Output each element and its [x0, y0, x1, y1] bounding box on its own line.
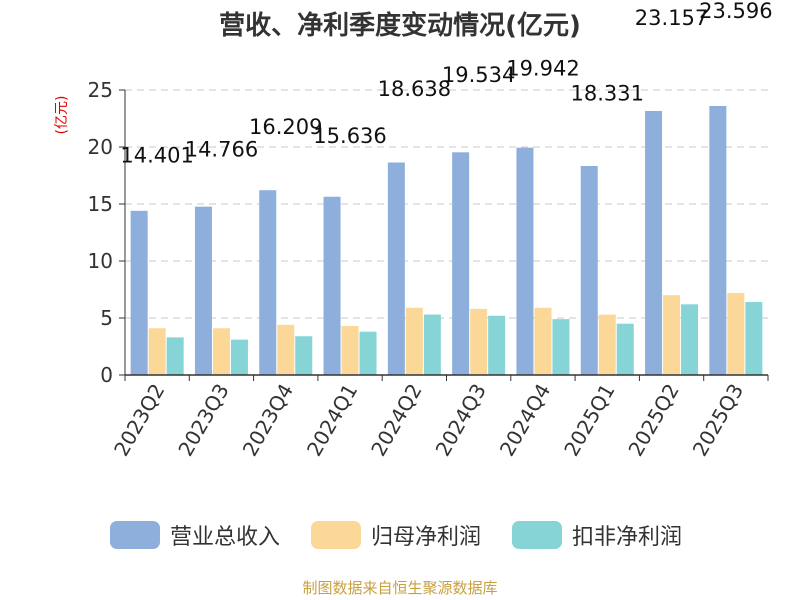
- legend-swatch: [512, 521, 562, 549]
- bar-1-2023Q2: [148, 328, 166, 375]
- data-label: 14.766: [185, 138, 258, 162]
- x-tick-label: 2023Q4: [238, 380, 298, 461]
- y-tick-label: 5: [100, 306, 113, 330]
- bar-0-2024Q2: [387, 162, 405, 375]
- bar-2-2024Q4: [552, 319, 570, 375]
- bar-0-2024Q4: [516, 147, 534, 375]
- bar-1-2025Q2: [663, 295, 681, 375]
- bar-2-2023Q3: [230, 339, 248, 375]
- y-tick-label: 25: [88, 78, 113, 102]
- bar-1-2023Q4: [277, 324, 295, 375]
- data-label: 16.209: [249, 115, 322, 139]
- bar-1-2024Q3: [470, 308, 488, 375]
- y-tick-label: 20: [88, 135, 113, 159]
- bar-2-2025Q3: [745, 302, 763, 375]
- x-tick-label: 2023Q2: [109, 380, 169, 461]
- x-tick-label: 2024Q3: [431, 380, 491, 461]
- legend-item-1[interactable]: 归母净利润: [311, 521, 481, 550]
- y-tick-label: 15: [88, 192, 113, 216]
- x-tick-label: 2024Q1: [302, 380, 362, 461]
- bar-2-2025Q1: [616, 323, 634, 375]
- chart-title: 营收、净利季度变动情况(亿元): [219, 10, 581, 41]
- bar-2-2024Q1: [359, 331, 377, 375]
- legend-swatch: [311, 521, 361, 549]
- bar-0-2025Q1: [580, 166, 598, 375]
- x-tick-label: 2024Q4: [495, 380, 555, 461]
- data-label: 18.331: [571, 82, 644, 106]
- x-tick-label: 2025Q2: [623, 380, 683, 461]
- data-label: 23.596: [699, 0, 772, 23]
- bar-0-2025Q2: [645, 111, 663, 376]
- bar-0-2024Q1: [323, 196, 341, 375]
- y-axis-unit: (亿元): [54, 96, 70, 135]
- bar-2-2024Q3: [488, 315, 506, 375]
- bar-1-2025Q1: [598, 314, 616, 375]
- data-label: 18.638: [378, 77, 451, 101]
- bar-1-2024Q2: [405, 307, 423, 375]
- bar-1-2024Q4: [534, 307, 552, 375]
- data-label: 23.157: [635, 6, 708, 30]
- bar-0-2025Q3: [709, 106, 727, 375]
- bar-0-2023Q3: [194, 206, 212, 375]
- data-label: 19.534: [442, 63, 515, 87]
- gridlines: [125, 89, 768, 319]
- bar-1-2024Q1: [341, 325, 359, 375]
- bar-1-2025Q3: [727, 292, 745, 375]
- bar-2-2024Q2: [423, 314, 441, 375]
- data-label: 15.636: [313, 124, 386, 148]
- legend[interactable]: 营业总收入 归母净利润 扣非净利润: [110, 521, 682, 550]
- x-tick-label: 2025Q1: [559, 380, 619, 461]
- legend-item-2[interactable]: 扣非净利润: [512, 521, 682, 550]
- legend-swatch: [110, 521, 160, 549]
- axes: 0 5 10 15 20 25 2023Q2 2023Q3 2023Q4 2024Q1 2024Q2…: [88, 78, 769, 461]
- bar-0-2024Q3: [452, 152, 470, 375]
- bar-0-2023Q4: [259, 190, 277, 375]
- x-tick-label: 2024Q2: [366, 380, 426, 461]
- y-tick-label: 10: [88, 249, 113, 273]
- y-tick-label: 0: [100, 363, 113, 387]
- source-note: 制图数据来自恒生聚源数据库: [302, 579, 497, 597]
- legend-label: 归母净利润: [371, 525, 481, 550]
- bar-0-2023Q2: [130, 210, 148, 375]
- bar-2-2025Q2: [681, 304, 699, 375]
- bar-1-2023Q3: [212, 328, 230, 375]
- bar-2-2023Q4: [295, 336, 313, 375]
- legend-label: 扣非净利润: [572, 525, 682, 550]
- x-tick-label: 2025Q3: [688, 380, 748, 461]
- legend-item-0[interactable]: 营业总收入: [110, 521, 280, 550]
- bars: [130, 106, 763, 376]
- data-label: 14.401: [120, 143, 193, 167]
- bar-2-2023Q2: [166, 337, 184, 375]
- legend-label: 营业总收入: [170, 525, 280, 550]
- data-label: 19.942: [506, 56, 579, 80]
- x-tick-label: 2023Q3: [173, 380, 233, 461]
